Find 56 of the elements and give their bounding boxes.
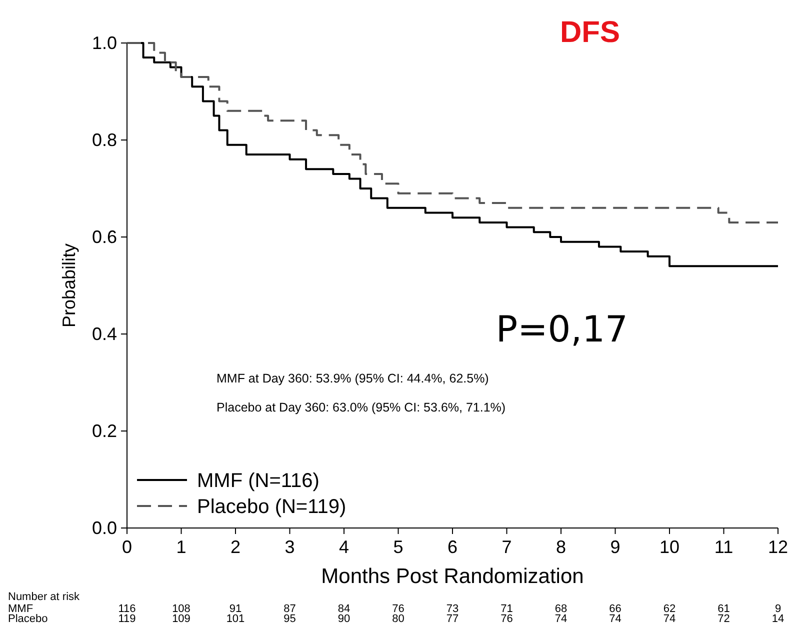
- text: 74: [554, 613, 568, 625]
- text: 95: [284, 613, 296, 625]
- text: 77: [446, 613, 459, 625]
- x-tick-label: 1: [176, 537, 186, 557]
- legend-label: MMF (N=116): [197, 470, 320, 492]
- text: 108: [172, 603, 190, 615]
- annotation: Placebo at Day 360: 63.0% (95% CI: 53.6%, 71.1%): [216, 400, 506, 415]
- y-tick-label: 0.0: [92, 518, 117, 538]
- x-tick-label: 7: [502, 537, 512, 557]
- x-tick-label: 2: [230, 537, 241, 557]
- text: 61: [718, 603, 730, 615]
- text: 66: [609, 603, 622, 615]
- text: 80: [392, 613, 404, 625]
- y-tick-label: 1.0: [92, 33, 117, 53]
- text: 119: [118, 613, 136, 625]
- x-tick-label: 9: [610, 537, 620, 557]
- text: 74: [663, 613, 676, 625]
- y-tick-label: 0.6: [92, 227, 117, 247]
- text: 14: [772, 613, 784, 625]
- text: 109: [172, 613, 190, 625]
- x-tick-label: 8: [556, 537, 566, 557]
- chart-title: DFS: [560, 16, 620, 49]
- text: 9: [774, 603, 782, 615]
- text: 116: [118, 603, 136, 615]
- text: 76: [392, 603, 404, 615]
- x-tick-label: 4: [338, 537, 350, 557]
- x-axis-title: Months Post Randomization: [321, 565, 584, 588]
- x-tick-label: 12: [768, 537, 788, 557]
- text: 72: [718, 613, 730, 625]
- text: 76: [500, 613, 513, 625]
- text: 84: [338, 603, 350, 615]
- x-tick-label: 11: [714, 537, 734, 557]
- text: Number at risk: [8, 591, 80, 603]
- x-tick-label: 5: [393, 537, 404, 557]
- x-tick-label: 10: [659, 537, 680, 557]
- text: 68: [554, 603, 568, 615]
- y-tick-label: 0.8: [92, 130, 117, 150]
- y-tick-label: 0.4: [92, 324, 117, 344]
- annotation: MMF at Day 360: 53.9% (95% CI: 44.4%, 62.5%): [216, 372, 489, 386]
- annotation: P=0,17: [496, 309, 628, 350]
- y-tick-label: 0.2: [92, 421, 117, 441]
- text: 91: [229, 603, 242, 615]
- x-tick-label: 6: [447, 537, 458, 557]
- x-tick-label: 0: [122, 537, 132, 557]
- text: 74: [609, 613, 622, 625]
- y-axis-title: Probability: [59, 243, 79, 328]
- text: 87: [284, 603, 296, 615]
- text: MMF: [8, 603, 34, 615]
- text: 71: [500, 603, 513, 615]
- text: 101: [226, 613, 245, 625]
- legend-label: Placebo (N=119): [197, 496, 346, 518]
- text: Placebo: [8, 613, 48, 625]
- x-tick-label: 3: [284, 537, 295, 557]
- text: 62: [663, 603, 676, 615]
- text: 73: [446, 603, 459, 615]
- text: 90: [338, 613, 350, 625]
